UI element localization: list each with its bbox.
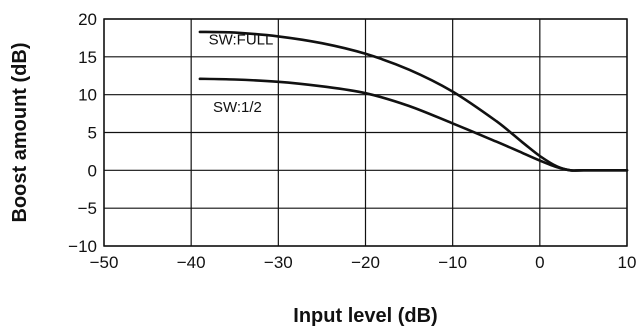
y-tick-label: 5 [88, 124, 97, 143]
y-tick-label: −5 [78, 199, 97, 218]
x-tick-label: −40 [177, 253, 206, 272]
y-axis-title: Boost amount (dB) [9, 43, 31, 223]
y-tick-label: 15 [78, 48, 97, 67]
x-tick-label: −30 [264, 253, 293, 272]
x-tick-label: −50 [90, 253, 119, 272]
series-annotation: SW:1/2 [213, 99, 262, 116]
x-tick-label: 10 [618, 253, 637, 272]
annotations: SW:FULL SW:1/2 [209, 32, 274, 116]
y-tick-label: 10 [78, 86, 97, 105]
series-annotation: SW:FULL [209, 32, 274, 49]
x-tick-label: 0 [535, 253, 544, 272]
series-line-sw-full [198, 30, 629, 172]
y-tick-label: 20 [78, 10, 97, 29]
series-line-sw-half [198, 77, 629, 172]
y-tick-label: 0 [88, 161, 97, 180]
x-tick-label: −20 [351, 253, 380, 272]
x-axis-title: Input level (dB) [293, 305, 437, 327]
x-tick-label: −10 [438, 253, 467, 272]
curves [198, 30, 629, 172]
y-tick-label: −10 [68, 237, 97, 256]
plot-frame [103, 18, 628, 247]
